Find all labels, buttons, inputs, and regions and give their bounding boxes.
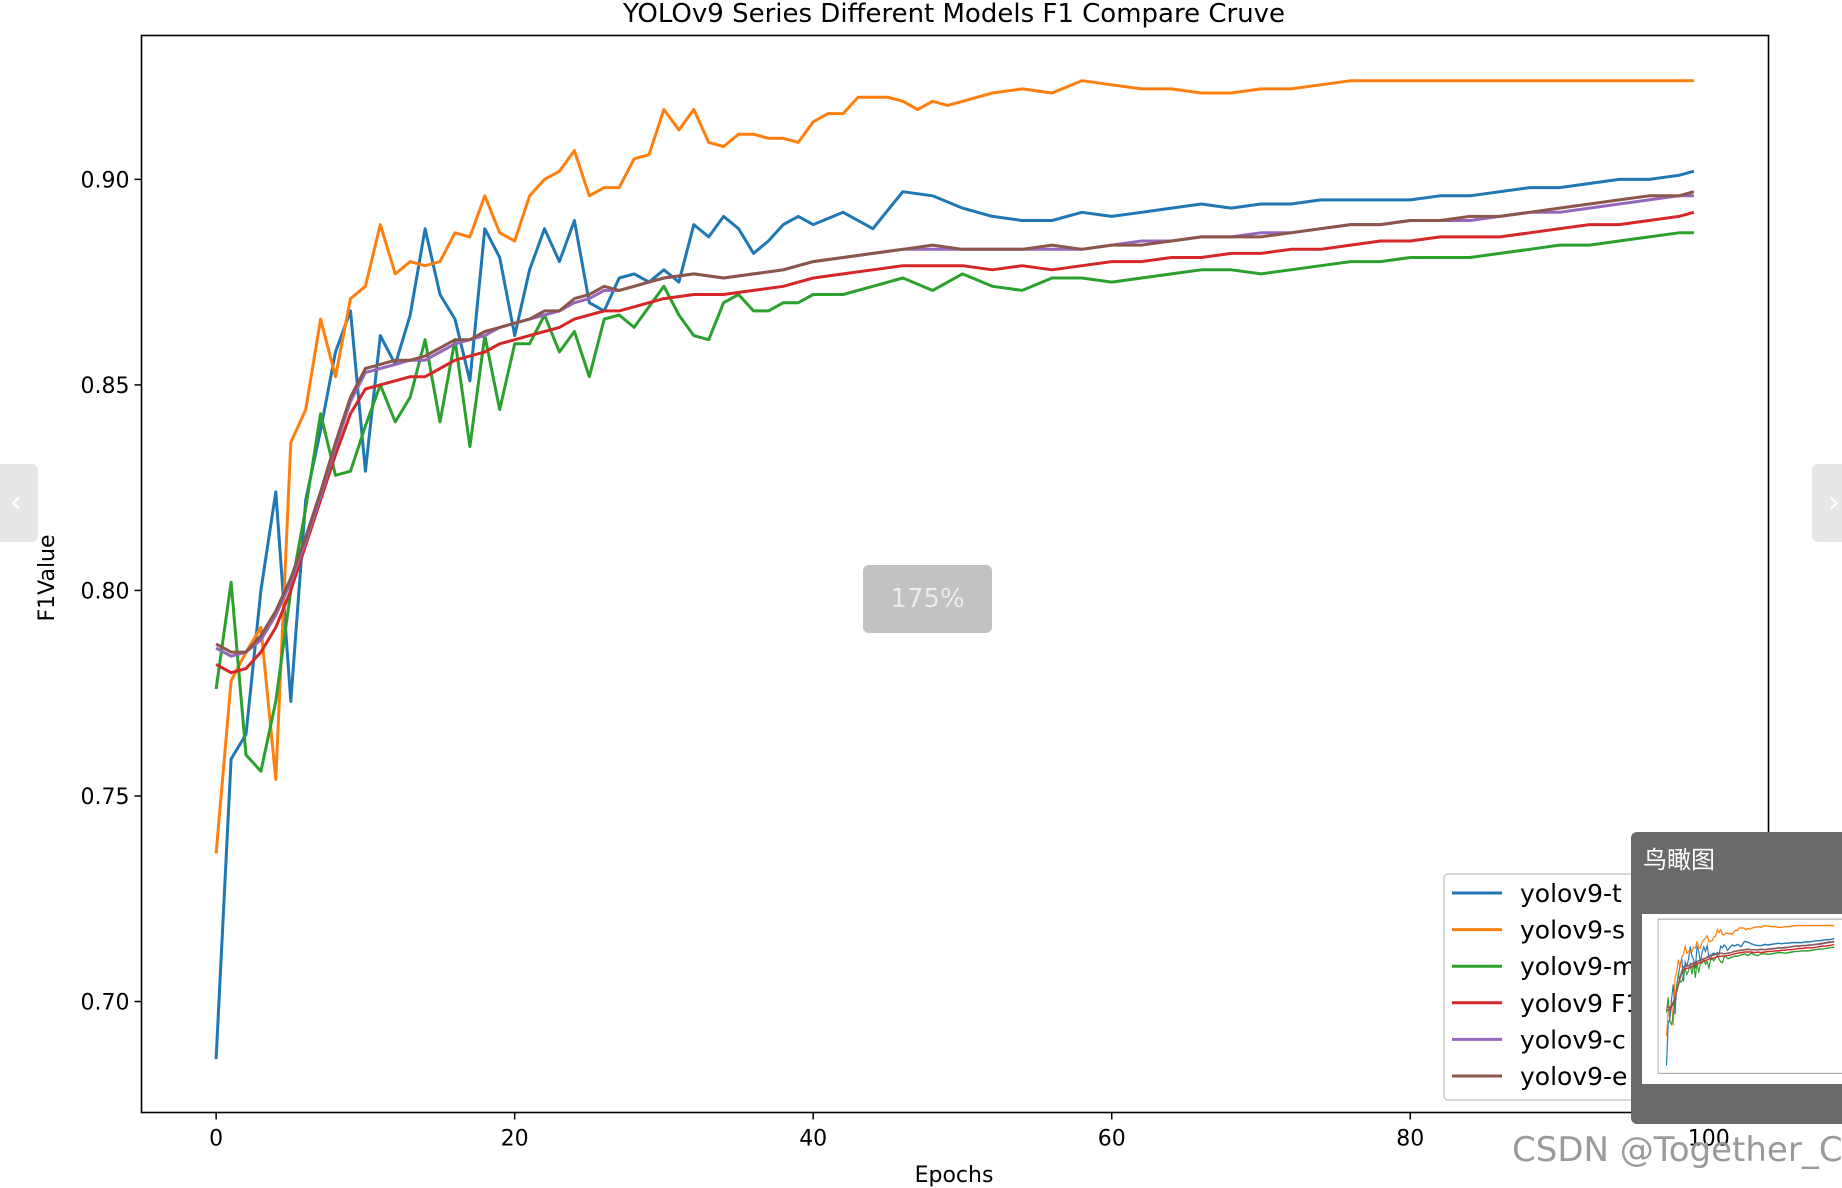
series-line-2: [214, 231, 1694, 773]
thumb-series-line-0: [1665, 937, 1835, 1066]
next-image-button[interactable]: ›: [1812, 464, 1842, 542]
x-tick-label: 40: [799, 1127, 827, 1152]
x-tick-label: 20: [501, 1127, 529, 1152]
series-line-0: [214, 169, 1695, 1060]
thumb-series-line-2: [1665, 946, 1835, 1026]
overview-panel[interactable]: 鸟瞰图: [1631, 832, 1842, 1124]
x-tick-label: 100: [1688, 1127, 1730, 1152]
y-tick-label: 0.85: [81, 374, 130, 399]
series-layer: [214, 79, 1695, 1060]
x-axis-label: Epochs: [915, 1163, 994, 1188]
watermark: CSDN @Together_CZ: [1512, 1130, 1842, 1170]
thumb-series-line-5: [1666, 940, 1835, 1009]
y-tick-label: 0.90: [81, 168, 130, 193]
x-axis-ticks: 0 20 40 60 80 100: [209, 1112, 1730, 1152]
y-tick-label: 0.75: [81, 785, 130, 810]
thumb-frame: [1657, 918, 1842, 1074]
chevron-right-icon: ›: [1828, 485, 1840, 520]
y-tick-label: 0.70: [81, 991, 130, 1016]
plot-area-frame: [140, 34, 1770, 1114]
overview-thumbnail-image: [1657, 918, 1842, 1074]
series-line-1: [214, 79, 1694, 854]
previous-image-button[interactable]: ‹: [0, 464, 38, 542]
x-tick-label: 60: [1098, 1127, 1126, 1152]
series-line-5: [215, 190, 1695, 654]
y-axis-ticks: 0.70 0.75 0.80 0.85 0.90: [81, 168, 142, 1016]
x-tick-label: 0: [209, 1127, 223, 1152]
x-tick-label: 80: [1396, 1127, 1424, 1152]
overview-title: 鸟瞰图: [1643, 846, 1715, 874]
y-tick-label: 0.80: [81, 579, 130, 604]
thumb-series-line-1: [1665, 924, 1835, 1037]
y-axis-label: F1Value: [35, 534, 60, 621]
overview-thumbnail[interactable]: [1642, 914, 1842, 1084]
series-line-3: [215, 210, 1695, 675]
chevron-left-icon: ‹: [10, 485, 22, 520]
zoom-level-badge: 175%: [863, 565, 992, 633]
thumb-series-line-3: [1666, 943, 1835, 1012]
chart-title: YOLOv9 Series Different Models F1 Compar…: [622, 0, 1285, 29]
